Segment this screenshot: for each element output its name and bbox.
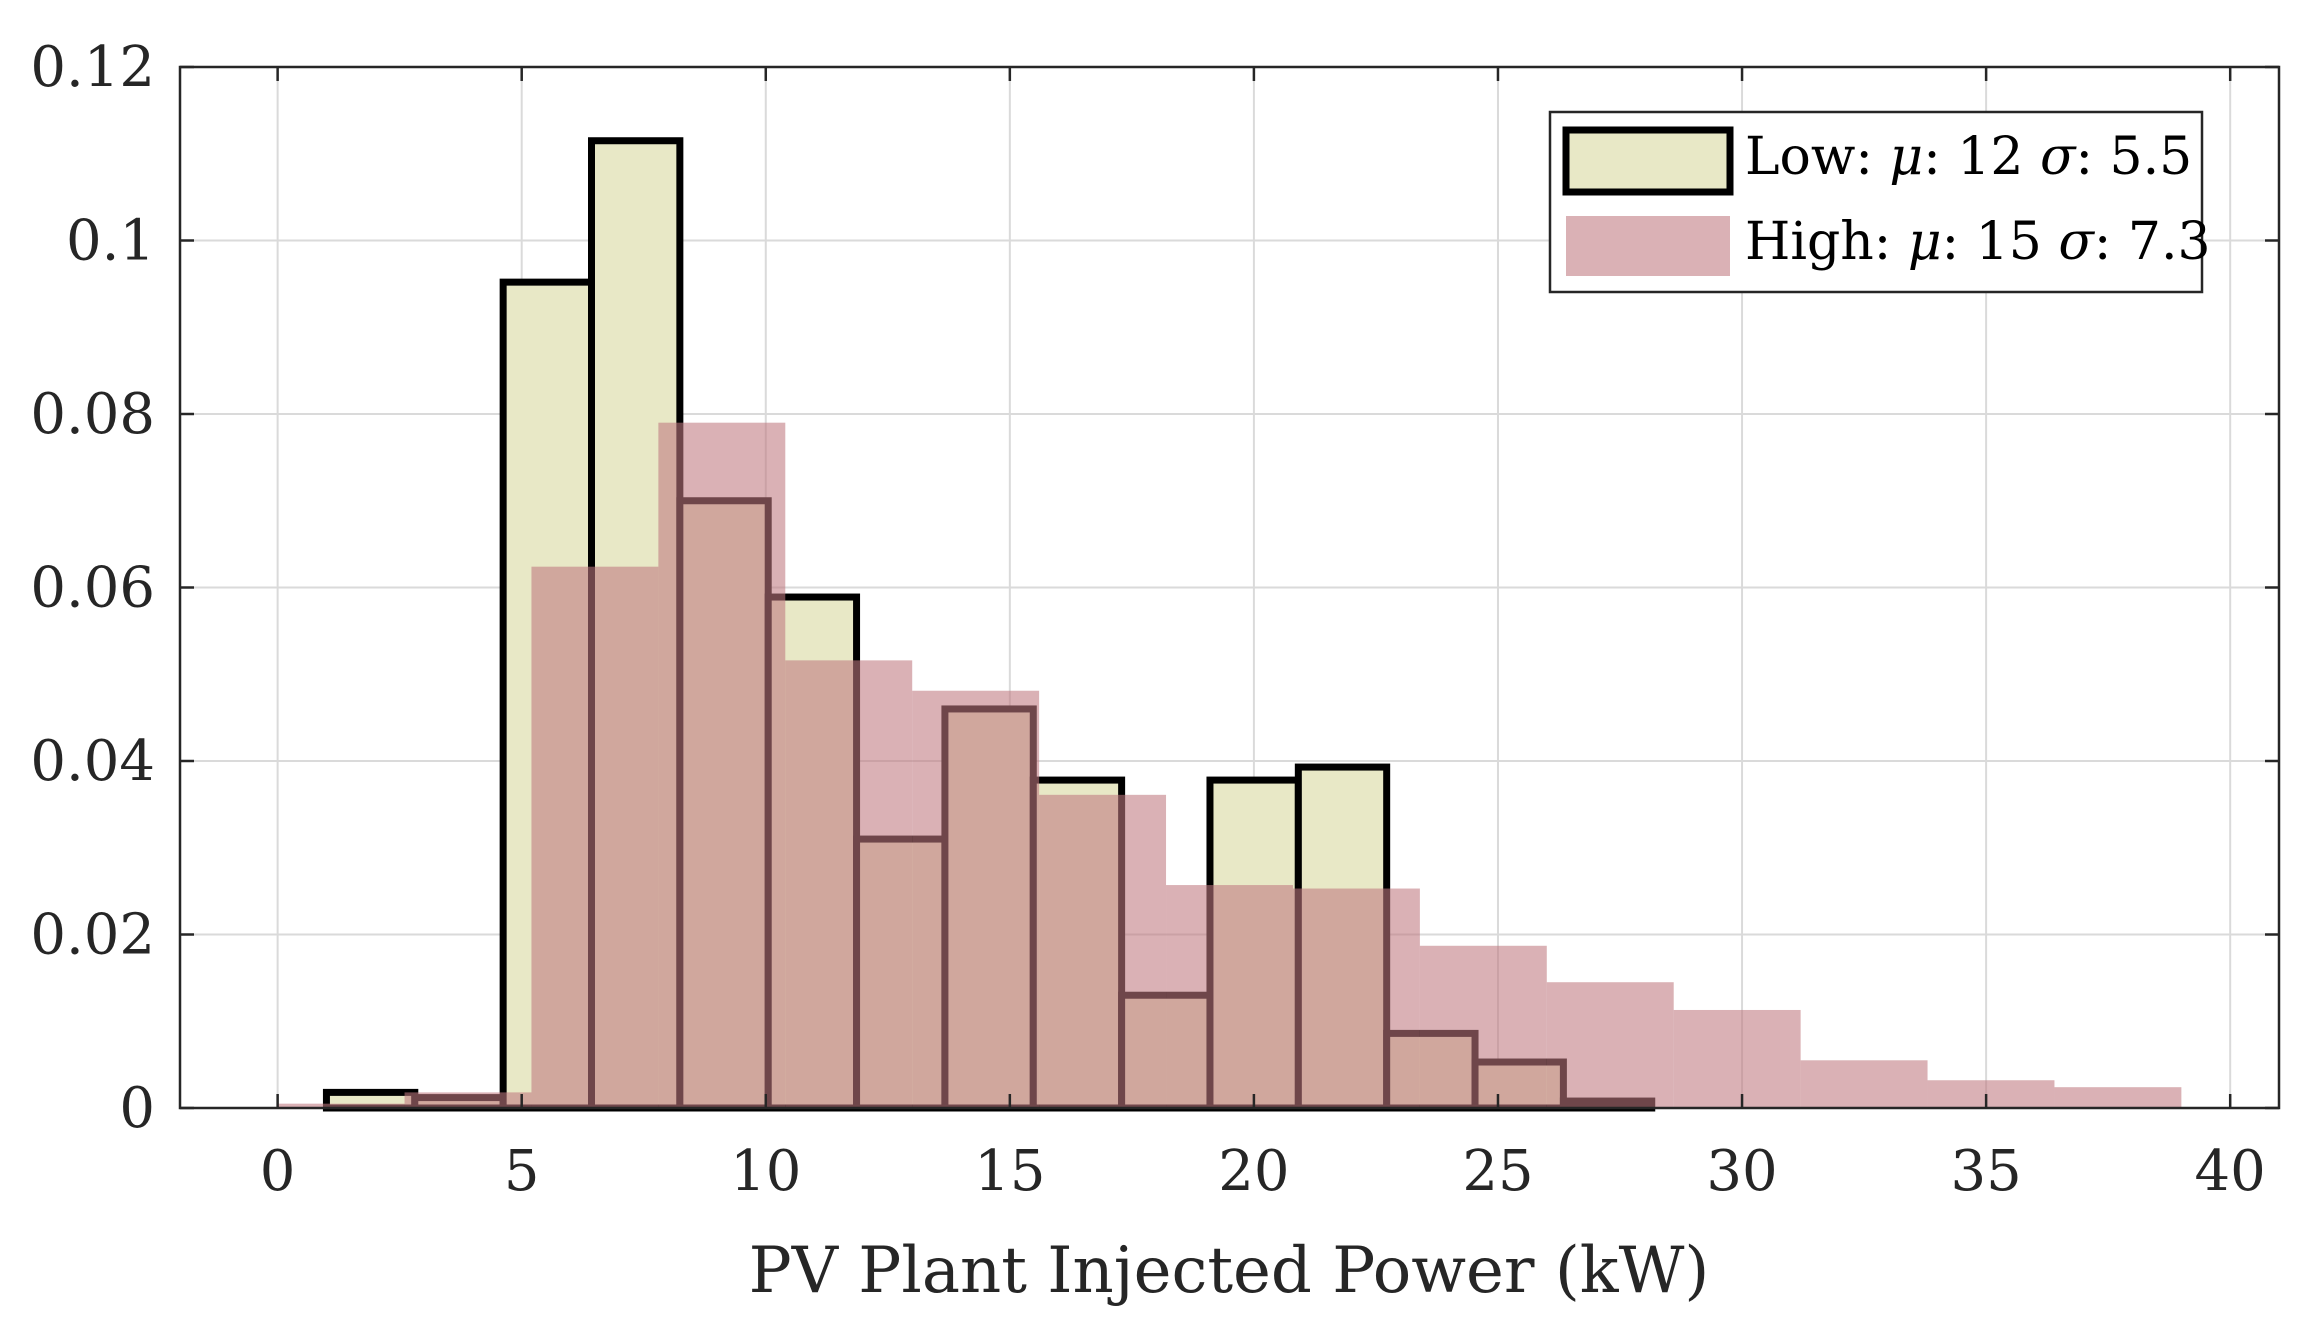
- y-tick-label: 0.08: [30, 382, 155, 447]
- bar-high: [277, 1103, 405, 1108]
- series-high-bars: [277, 422, 2182, 1108]
- axis-ticks: [180, 65, 2279, 1110]
- bar-high: [1927, 1080, 2055, 1108]
- bar-high: [912, 690, 1040, 1108]
- bar-high: [2054, 1087, 2182, 1108]
- legend: Low: μ: 12 σ: 5.5 High: μ: 15 σ: 7.3: [1548, 110, 2211, 294]
- x-tick-label: 15: [974, 1139, 1045, 1204]
- x-tick-label: 40: [2195, 1139, 2266, 1204]
- bar-high: [404, 1092, 532, 1108]
- bar-high: [1292, 888, 1420, 1108]
- x-tick-label: 10: [730, 1139, 801, 1204]
- y-tick-label: 0.06: [30, 556, 155, 621]
- y-tick-label: 0.04: [30, 729, 155, 794]
- bar-high: [1546, 982, 1674, 1108]
- x-tick-label: 20: [1218, 1139, 1289, 1204]
- legend-label-low: Low: μ: 12 σ: 5.5: [1745, 127, 2192, 187]
- bar-high: [658, 422, 786, 1108]
- legend-swatch-low: [1562, 126, 1734, 196]
- y-axis-tick-labels: 0 0.02 0.04 0.06 0.08 0.1 0.12: [30, 35, 155, 1141]
- x-tick-label: 25: [1462, 1139, 1533, 1204]
- bar-high: [785, 660, 913, 1108]
- y-tick-label: 0.02: [30, 903, 155, 968]
- y-tick-label: 0.12: [30, 35, 155, 100]
- x-tick-label: 30: [1706, 1139, 1777, 1204]
- x-tick-label: 0: [260, 1139, 296, 1204]
- x-axis-tick-labels: 0 5 10 15 20 25 30 35 40: [260, 1139, 2266, 1204]
- legend-label-high: High: μ: 15 σ: 7.3: [1745, 212, 2211, 272]
- bar-high: [531, 566, 659, 1108]
- y-tick-label: 0: [119, 1076, 155, 1141]
- x-tick-label: 35: [1950, 1139, 2021, 1204]
- bar-high: [1419, 945, 1547, 1108]
- bar-high: [1800, 1060, 1928, 1108]
- bar-high: [1166, 885, 1293, 1108]
- x-tick-label: 5: [504, 1139, 540, 1204]
- bar-high: [1673, 1009, 1801, 1108]
- bar-high: [1039, 794, 1167, 1108]
- x-axis-label: PV Plant Injected Power (kW): [749, 1234, 1710, 1308]
- y-tick-label: 0.1: [66, 209, 155, 274]
- legend-swatch-high: [1566, 216, 1730, 276]
